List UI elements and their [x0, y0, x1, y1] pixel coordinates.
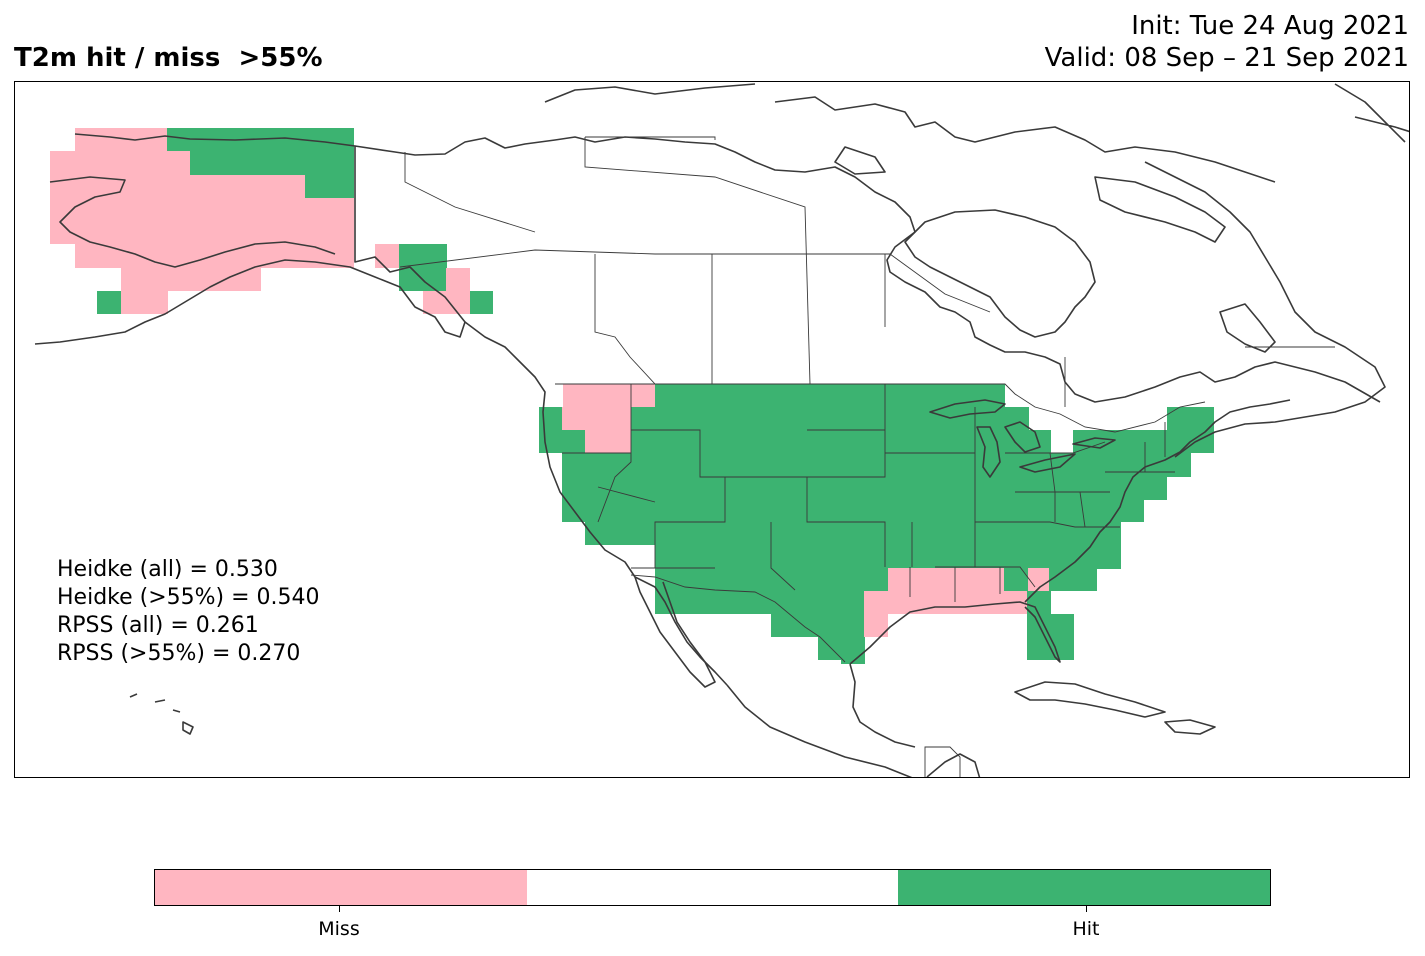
hit-cell: [1167, 407, 1214, 430]
alaska-coast: [34, 133, 466, 345]
miss-cell: [121, 291, 168, 314]
hit-cell: [818, 637, 865, 660]
hit-cell: [470, 291, 493, 314]
map-canvas: [34, 83, 1409, 777]
miss-cell: [864, 614, 888, 637]
hit-cell: [655, 384, 1005, 407]
hit-cell: [1073, 430, 1214, 453]
arctic-islands: [544, 83, 1409, 243]
rpss-above-55: RPSS (>55%) = 0.270: [57, 641, 301, 666]
hit-cell: [771, 614, 865, 637]
baja-california: [634, 576, 716, 688]
gulf-coast: [726, 601, 1061, 777]
canada-arctic-coast: [354, 136, 1381, 403]
map-panel: [14, 81, 1410, 778]
miss-cell: [1027, 568, 1049, 591]
hit-cell: [585, 522, 1121, 545]
miss-cell: [563, 384, 656, 407]
map-title: T2m hit / miss >55%: [14, 43, 323, 73]
hit-cell: [1027, 614, 1074, 637]
us-state-borders: [562, 384, 1175, 602]
hit-cell: [1004, 568, 1028, 591]
hit-cell: [562, 499, 1144, 522]
canada-us-border: [399, 249, 1206, 433]
colorbar: [154, 869, 1271, 906]
miss-cell: [50, 151, 191, 175]
hit-tick: [1086, 906, 1087, 912]
hit-cell: [562, 453, 1191, 477]
colorbar-miss-segment: [155, 870, 527, 905]
hit-cell: [562, 476, 1167, 500]
hawaii: [129, 693, 194, 735]
hit-cell: [539, 407, 562, 430]
colorbar-hit-segment: [898, 870, 1271, 905]
skill-scores: Heidke (all) = 0.530 Heidke (>55%) = 0.5…: [57, 556, 320, 668]
great-lakes: [929, 399, 1116, 478]
hit-cell: [97, 291, 121, 314]
conus-cells: [539, 384, 1214, 664]
miss-cell: [50, 198, 354, 221]
rpss-all: RPSS (all) = 0.261: [57, 613, 259, 638]
miss-cell: [375, 244, 400, 268]
heidke-all: Heidke (all) = 0.530: [57, 557, 278, 582]
us-mexico-border: [630, 574, 846, 663]
miss-cell: [562, 407, 632, 430]
hit-cell: [655, 591, 865, 614]
valid-period: Valid: 08 Sep – 21 Sep 2021: [1044, 43, 1409, 73]
internal-borders: [399, 136, 1335, 777]
hit-cell: [539, 430, 585, 453]
miss-cell: [50, 221, 354, 244]
heidke-above-55: Heidke (>55%) = 0.540: [57, 585, 320, 610]
pacific-coast: [464, 321, 728, 686]
cuba: [1014, 681, 1216, 735]
miss-cell: [50, 175, 306, 198]
miss-cell: [423, 291, 470, 314]
hit-cell: [1027, 591, 1051, 614]
date-info: Init: Tue 24 Aug 2021 Valid: 08 Sep – 21…: [1045, 10, 1409, 74]
miss-tick: [339, 906, 340, 912]
miss-cell: [585, 430, 632, 453]
hit-label: Hit: [1072, 918, 1100, 940]
miss-cell: [888, 568, 1028, 591]
map-outlines: [34, 83, 1409, 777]
miss-cell: [446, 268, 470, 291]
hit-cell: [305, 175, 354, 198]
hit-cell: [631, 407, 1029, 430]
hit-cell: [190, 151, 354, 175]
miss-cell: [121, 268, 261, 291]
central-america-borders: [924, 746, 961, 777]
miss-label: Miss: [318, 918, 360, 940]
miss-cell: [864, 591, 1027, 614]
colorbar-neutral-segment: [526, 870, 899, 905]
miss-cell: [75, 128, 168, 151]
hit-cell: [655, 545, 1121, 569]
alaska-cells: [50, 128, 493, 314]
init-date: Init: Tue 24 Aug 2021: [1131, 11, 1409, 41]
hudson-bay: [904, 209, 1096, 338]
hit-cell: [631, 430, 1051, 453]
province-borders: [404, 136, 1335, 407]
